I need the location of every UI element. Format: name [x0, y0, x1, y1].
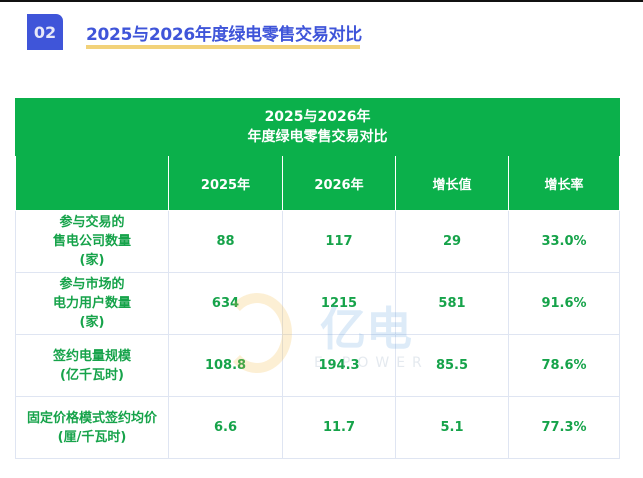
header-rate: 增长率	[507, 155, 621, 211]
comparison-table: 2025与2026年 年度绿电零售交易对比 2025年 2026年 增长值 增长…	[14, 98, 621, 459]
header-blank	[15, 155, 169, 211]
row-label: 固定价格模式签约均价 (厘/千瓦时)	[15, 396, 169, 459]
label-line: 电力用户数量	[52, 296, 131, 311]
value-growth: 85.5	[395, 334, 509, 397]
label-unit: (家)	[79, 253, 105, 268]
value-2026: 11.7	[282, 396, 396, 459]
header-2025: 2025年	[168, 155, 283, 211]
section-number-badge: 02	[27, 14, 63, 50]
value-growth: 5.1	[395, 396, 509, 459]
table-caption: 2025与2026年 年度绿电零售交易对比	[14, 98, 621, 156]
label-line: 固定价格模式签约均价	[26, 410, 157, 426]
caption-line-1: 2025与2026年	[264, 109, 371, 125]
value-2025: 634	[168, 272, 283, 335]
table-caption-row: 2025与2026年 年度绿电零售交易对比	[14, 98, 621, 156]
row-label: 参与交易的售电公司数量 (家)	[15, 210, 169, 273]
label-line: 售电公司数量	[52, 234, 131, 249]
label-unit: (亿千瓦时)	[60, 367, 124, 383]
label-line: 参与交易的	[59, 215, 125, 230]
value-rate: 78.6%	[507, 334, 621, 397]
table-row: 签约电量规模 (亿千瓦时) 108.8 194.3 85.5 78.6%	[15, 334, 621, 397]
row-label: 参与市场的电力用户数量 (家)	[15, 272, 169, 335]
label-line: 签约电量规模	[52, 348, 131, 364]
value-rate: 91.6%	[507, 272, 621, 335]
label-unit: (厘/千瓦时)	[57, 429, 127, 445]
top-divider	[0, 0, 643, 2]
value-growth: 581	[395, 272, 509, 335]
table-row: 参与市场的电力用户数量 (家) 634 1215 581 91.6%	[15, 272, 621, 335]
value-2025: 108.8	[168, 334, 283, 397]
value-rate: 77.3%	[507, 396, 621, 459]
header-2026: 2026年	[282, 155, 396, 211]
table-header-row: 2025年 2026年 增长值 增长率	[15, 155, 621, 211]
label-line: 参与市场的	[59, 277, 125, 292]
value-growth: 29	[395, 210, 509, 273]
table-row: 参与交易的售电公司数量 (家) 88 117 29 33.0%	[15, 210, 621, 273]
value-2026: 194.3	[282, 334, 396, 397]
header-growth: 增长值	[395, 155, 509, 211]
value-2026: 117	[282, 210, 396, 273]
value-2025: 88	[168, 210, 283, 273]
value-2026: 1215	[282, 272, 396, 335]
label-unit: (家)	[79, 315, 105, 330]
row-label: 签约电量规模 (亿千瓦时)	[15, 334, 169, 397]
title-underline	[86, 45, 360, 49]
value-2025: 6.6	[168, 396, 283, 459]
value-rate: 33.0%	[507, 210, 621, 273]
caption-line-2: 年度绿电零售交易对比	[247, 129, 388, 145]
table-row: 固定价格模式签约均价 (厘/千瓦时) 6.6 11.7 5.1 77.3%	[15, 396, 621, 459]
section-title: 2025与2026年度绿电零售交易对比	[86, 25, 362, 45]
